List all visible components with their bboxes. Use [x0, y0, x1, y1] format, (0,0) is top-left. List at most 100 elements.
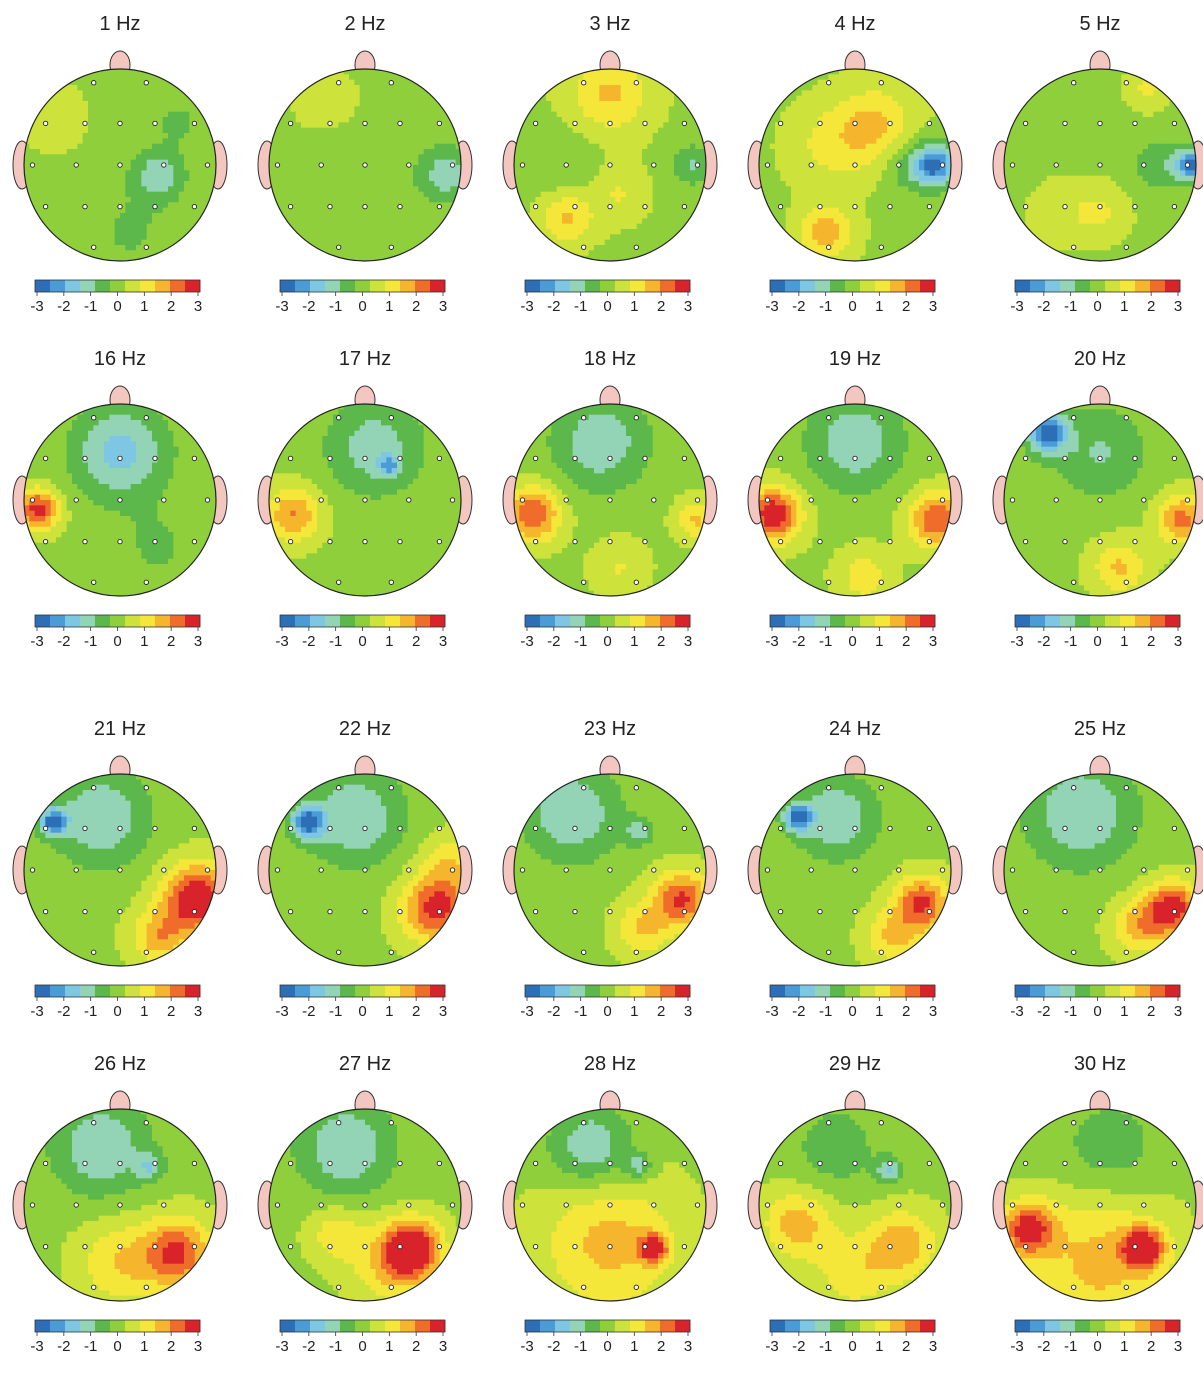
electrode — [398, 1244, 402, 1248]
colorbar-segment — [140, 280, 155, 292]
electrode — [564, 868, 568, 872]
colorbar-segment — [660, 1320, 675, 1332]
colorbar-tick-label: 2 — [167, 1338, 175, 1355]
electrode — [853, 868, 857, 872]
electrode — [43, 1244, 47, 1248]
electrode — [634, 580, 638, 584]
electrode — [827, 950, 831, 954]
electrode — [1098, 456, 1102, 460]
colorbar-tick-label: 1 — [1120, 1003, 1128, 1020]
electrode — [520, 1203, 524, 1207]
colorbar-segment — [675, 985, 690, 997]
colorbar-tick-label: 2 — [657, 1338, 665, 1355]
electrode — [888, 1244, 892, 1248]
electrode — [83, 456, 87, 460]
electrode — [818, 826, 822, 830]
colorbar-segment — [540, 615, 555, 627]
electrode — [389, 950, 393, 954]
electrode — [573, 456, 577, 460]
colorbar-tick-label: 3 — [684, 1003, 692, 1020]
electrode — [888, 1161, 892, 1165]
electrode — [1185, 498, 1189, 502]
electrode — [192, 204, 196, 208]
electrode — [83, 826, 87, 830]
electrode — [1124, 1121, 1128, 1125]
electrode — [1098, 539, 1102, 543]
colorbar-tick-label: -1 — [574, 1338, 587, 1355]
colorbar-tick-label: 2 — [657, 633, 665, 650]
colorbar-tick-label: 0 — [603, 298, 611, 315]
colorbar-segment — [830, 615, 845, 627]
electrode — [1133, 539, 1137, 543]
colorbar-tick-label: -3 — [275, 1003, 288, 1020]
electrode — [879, 1285, 883, 1289]
electrode — [634, 416, 638, 420]
colorbar-segment — [385, 985, 400, 997]
colorbar-tick-label: 1 — [1120, 298, 1128, 315]
electrode — [1054, 868, 1058, 872]
colorbar-segment — [125, 985, 140, 997]
colorbar-tick-label: -2 — [1037, 298, 1050, 315]
electrode — [337, 416, 341, 420]
colorbar-tick-label: 1 — [385, 1338, 393, 1355]
colorbar-segment — [50, 985, 65, 997]
colorbar-segment — [1075, 615, 1090, 627]
electrode — [573, 204, 577, 208]
colorbar-segment — [600, 1320, 615, 1332]
electrode — [389, 1121, 393, 1125]
electrode — [1098, 1161, 1102, 1165]
electrode — [74, 163, 78, 167]
colorbar-segment — [65, 1320, 80, 1332]
colorbar-tick-label: 0 — [1093, 633, 1101, 650]
electrode — [1124, 416, 1128, 420]
colorbar-tick-label: 0 — [1093, 1003, 1101, 1020]
electrode — [879, 950, 883, 954]
colorbar-segment — [875, 1320, 890, 1332]
electrode — [92, 1285, 96, 1289]
map-title: 1 Hz — [99, 13, 140, 35]
electrode — [1063, 204, 1067, 208]
electrode — [118, 456, 122, 460]
colorbar-segment — [570, 615, 585, 627]
electrode — [319, 868, 323, 872]
electrode — [288, 909, 292, 913]
colorbar-tick-label: -1 — [329, 1338, 342, 1355]
colorbar-tick-label: 2 — [167, 1003, 175, 1020]
colorbar-segment — [155, 280, 170, 292]
electrode — [83, 204, 87, 208]
electrode — [853, 1203, 857, 1207]
colorbar-segment — [585, 985, 600, 997]
electrode — [818, 1244, 822, 1248]
electrode — [634, 1285, 638, 1289]
electrode — [1098, 1203, 1102, 1207]
colorbar-tick-label: 0 — [848, 1338, 856, 1355]
colorbar-segment — [660, 280, 675, 292]
colorbar-tick-label: 2 — [412, 633, 420, 650]
electrode — [682, 1161, 686, 1165]
electrode — [853, 826, 857, 830]
electrode — [1142, 163, 1146, 167]
electrode — [83, 121, 87, 125]
colorbar-tick-label: 2 — [167, 633, 175, 650]
colorbar-segment — [80, 1320, 95, 1332]
colorbar-tick-label: 1 — [140, 298, 148, 315]
electrode — [1124, 580, 1128, 584]
colorbar-segment — [1105, 615, 1120, 627]
electrode — [853, 204, 857, 208]
colorbar-segment — [860, 615, 875, 627]
electrode — [853, 1161, 857, 1165]
electrode — [337, 245, 341, 249]
electrode — [398, 204, 402, 208]
electrode — [153, 204, 157, 208]
colorbar-tick-label: 0 — [1093, 298, 1101, 315]
colorbar-tick-label: 2 — [902, 633, 910, 650]
electrode — [809, 1203, 813, 1207]
electrode — [30, 868, 34, 872]
colorbar-segment — [310, 615, 325, 627]
